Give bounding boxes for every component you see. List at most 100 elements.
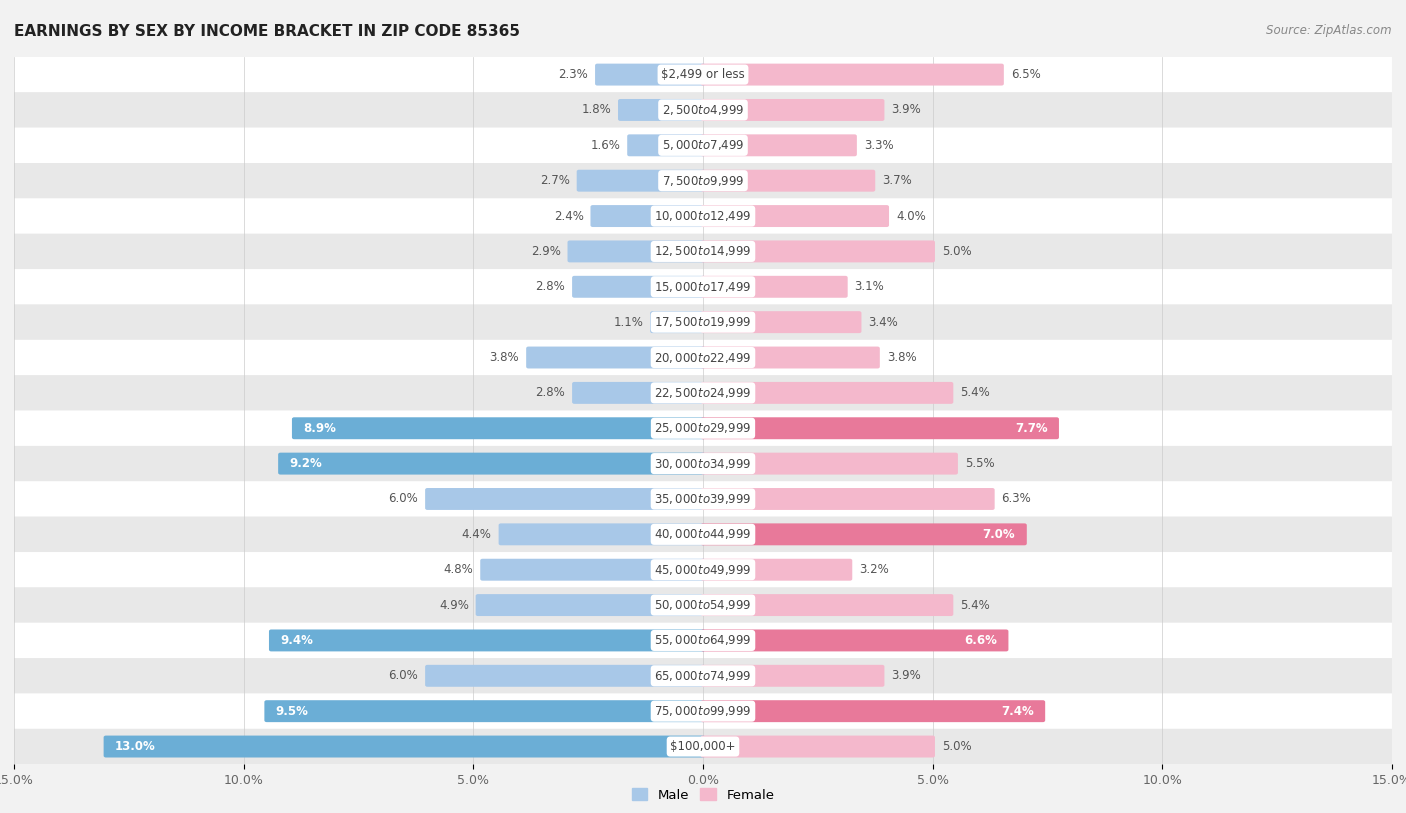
FancyBboxPatch shape (700, 736, 935, 758)
Text: 2.8%: 2.8% (536, 280, 565, 293)
Text: 5.4%: 5.4% (960, 598, 990, 611)
FancyBboxPatch shape (481, 559, 706, 580)
FancyBboxPatch shape (595, 63, 706, 85)
FancyBboxPatch shape (14, 587, 1392, 623)
Text: 13.0%: 13.0% (115, 740, 156, 753)
Text: 3.9%: 3.9% (891, 669, 921, 682)
FancyBboxPatch shape (568, 241, 706, 263)
FancyBboxPatch shape (14, 693, 1392, 729)
FancyBboxPatch shape (14, 552, 1392, 587)
FancyBboxPatch shape (104, 736, 706, 758)
Text: 1.1%: 1.1% (613, 315, 644, 328)
FancyBboxPatch shape (700, 346, 880, 368)
Text: $20,000 to $22,499: $20,000 to $22,499 (654, 350, 752, 364)
Text: 6.3%: 6.3% (1001, 493, 1031, 506)
Text: 4.4%: 4.4% (461, 528, 492, 541)
Text: 5.0%: 5.0% (942, 740, 972, 753)
FancyBboxPatch shape (14, 623, 1392, 659)
FancyBboxPatch shape (700, 665, 884, 687)
Text: $17,500 to $19,999: $17,500 to $19,999 (654, 315, 752, 329)
Text: $2,499 or less: $2,499 or less (661, 68, 745, 81)
Text: $15,000 to $17,499: $15,000 to $17,499 (654, 280, 752, 293)
Text: $50,000 to $54,999: $50,000 to $54,999 (654, 598, 752, 612)
FancyBboxPatch shape (14, 198, 1392, 234)
Text: EARNINGS BY SEX BY INCOME BRACKET IN ZIP CODE 85365: EARNINGS BY SEX BY INCOME BRACKET IN ZIP… (14, 24, 520, 39)
Text: 4.9%: 4.9% (439, 598, 468, 611)
FancyBboxPatch shape (627, 134, 706, 156)
Text: 2.3%: 2.3% (558, 68, 588, 81)
Text: 3.2%: 3.2% (859, 563, 889, 576)
Text: 7.7%: 7.7% (1015, 422, 1047, 435)
FancyBboxPatch shape (14, 163, 1392, 198)
Text: 5.0%: 5.0% (942, 245, 972, 258)
Text: 6.0%: 6.0% (388, 669, 418, 682)
FancyBboxPatch shape (700, 311, 862, 333)
FancyBboxPatch shape (700, 559, 852, 580)
FancyBboxPatch shape (700, 99, 884, 121)
FancyBboxPatch shape (14, 411, 1392, 446)
Text: $100,000+: $100,000+ (671, 740, 735, 753)
FancyBboxPatch shape (576, 170, 706, 192)
FancyBboxPatch shape (526, 346, 706, 368)
Text: $25,000 to $29,999: $25,000 to $29,999 (654, 421, 752, 435)
Text: $12,500 to $14,999: $12,500 to $14,999 (654, 245, 752, 259)
Text: 3.8%: 3.8% (489, 351, 519, 364)
Text: 5.5%: 5.5% (965, 457, 994, 470)
Text: 2.4%: 2.4% (554, 210, 583, 223)
FancyBboxPatch shape (499, 524, 706, 546)
Text: 9.5%: 9.5% (276, 705, 309, 718)
FancyBboxPatch shape (700, 134, 856, 156)
Text: 3.8%: 3.8% (887, 351, 917, 364)
FancyBboxPatch shape (619, 99, 706, 121)
Text: 9.2%: 9.2% (290, 457, 322, 470)
FancyBboxPatch shape (14, 92, 1392, 128)
Text: 4.8%: 4.8% (444, 563, 474, 576)
FancyBboxPatch shape (700, 205, 889, 227)
FancyBboxPatch shape (14, 128, 1392, 163)
Text: 6.6%: 6.6% (965, 634, 997, 647)
Text: 3.4%: 3.4% (869, 315, 898, 328)
Text: 8.9%: 8.9% (304, 422, 336, 435)
Legend: Male, Female: Male, Female (626, 783, 780, 807)
Text: $65,000 to $74,999: $65,000 to $74,999 (654, 669, 752, 683)
FancyBboxPatch shape (572, 382, 706, 404)
Text: $55,000 to $64,999: $55,000 to $64,999 (654, 633, 752, 647)
Text: 1.8%: 1.8% (582, 103, 612, 116)
FancyBboxPatch shape (700, 594, 953, 616)
FancyBboxPatch shape (700, 417, 1059, 439)
Text: $45,000 to $49,999: $45,000 to $49,999 (654, 563, 752, 576)
Text: $2,500 to $4,999: $2,500 to $4,999 (662, 103, 744, 117)
FancyBboxPatch shape (14, 375, 1392, 411)
FancyBboxPatch shape (14, 340, 1392, 375)
FancyBboxPatch shape (269, 629, 706, 651)
FancyBboxPatch shape (700, 382, 953, 404)
FancyBboxPatch shape (700, 488, 994, 510)
Text: 5.4%: 5.4% (960, 386, 990, 399)
Text: $35,000 to $39,999: $35,000 to $39,999 (654, 492, 752, 506)
FancyBboxPatch shape (700, 63, 1004, 85)
FancyBboxPatch shape (700, 453, 957, 475)
Text: 1.6%: 1.6% (591, 139, 620, 152)
Text: $10,000 to $12,499: $10,000 to $12,499 (654, 209, 752, 223)
Text: 3.7%: 3.7% (882, 174, 912, 187)
Text: $5,000 to $7,499: $5,000 to $7,499 (662, 138, 744, 152)
FancyBboxPatch shape (14, 659, 1392, 693)
Text: 3.9%: 3.9% (891, 103, 921, 116)
Text: 6.0%: 6.0% (388, 493, 418, 506)
FancyBboxPatch shape (650, 311, 706, 333)
Text: 4.0%: 4.0% (896, 210, 925, 223)
FancyBboxPatch shape (14, 517, 1392, 552)
FancyBboxPatch shape (264, 700, 706, 722)
FancyBboxPatch shape (14, 481, 1392, 517)
FancyBboxPatch shape (14, 57, 1392, 92)
FancyBboxPatch shape (14, 304, 1392, 340)
FancyBboxPatch shape (475, 594, 706, 616)
FancyBboxPatch shape (700, 241, 935, 263)
FancyBboxPatch shape (14, 234, 1392, 269)
FancyBboxPatch shape (14, 729, 1392, 764)
Text: 3.3%: 3.3% (863, 139, 893, 152)
Text: 7.0%: 7.0% (983, 528, 1015, 541)
Text: 3.1%: 3.1% (855, 280, 884, 293)
FancyBboxPatch shape (700, 170, 875, 192)
FancyBboxPatch shape (700, 700, 1045, 722)
